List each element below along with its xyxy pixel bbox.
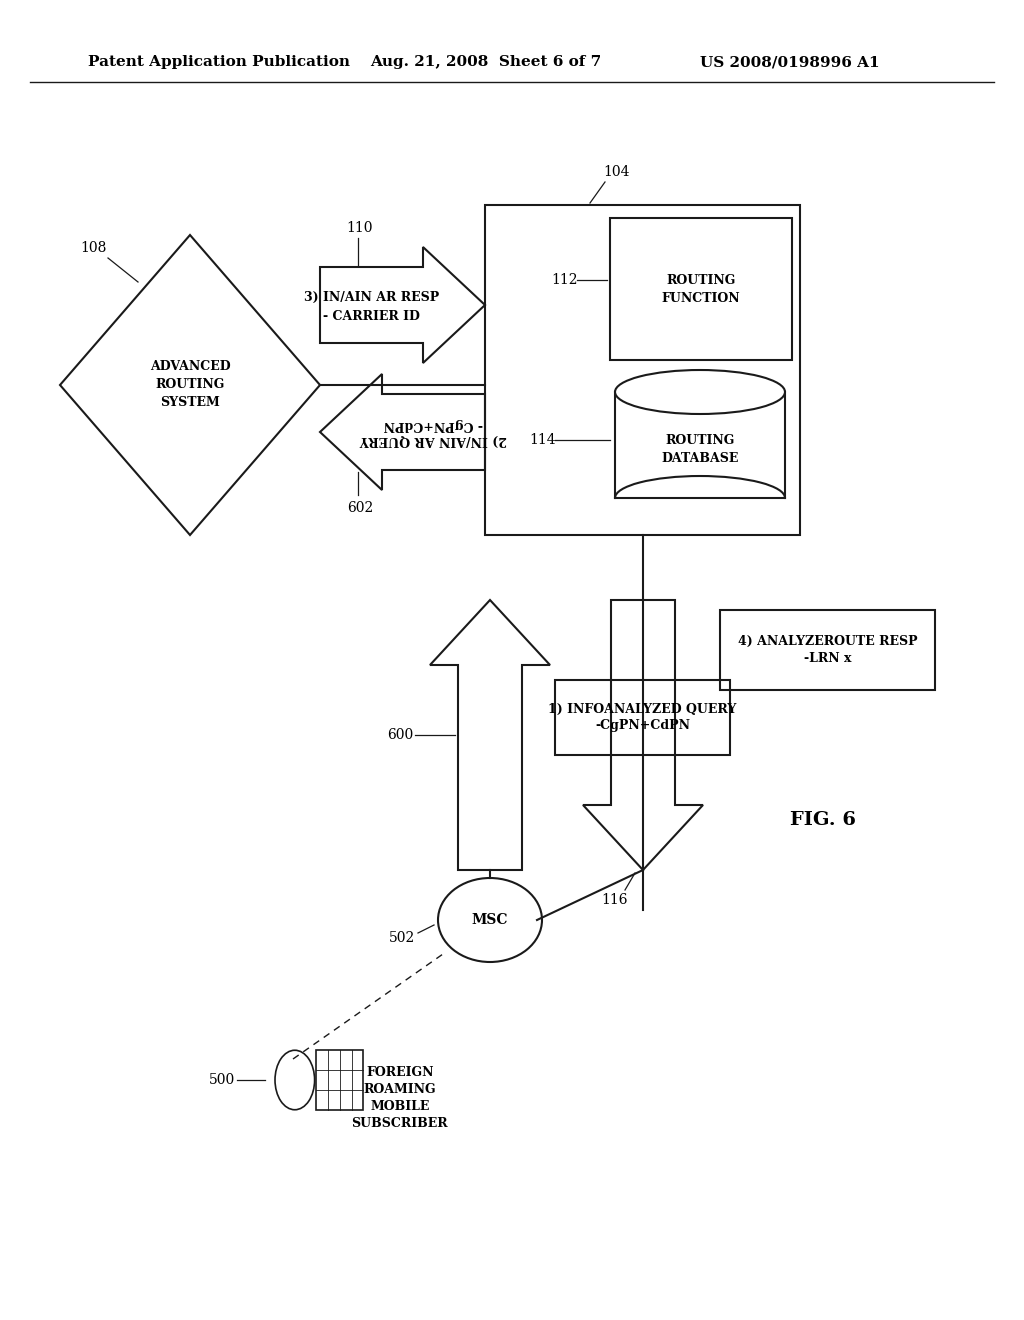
Text: ROUTING
FUNCTION: ROUTING FUNCTION: [662, 273, 740, 305]
Text: 2) IN/AIN AR QUERY
- CgPN+CdPN: 2) IN/AIN AR QUERY - CgPN+CdPN: [359, 418, 507, 446]
Text: Aug. 21, 2008  Sheet 6 of 7: Aug. 21, 2008 Sheet 6 of 7: [370, 55, 601, 69]
Text: US 2008/0198996 A1: US 2008/0198996 A1: [700, 55, 880, 69]
Text: 600: 600: [387, 729, 413, 742]
Text: 500: 500: [209, 1073, 236, 1086]
Text: 602: 602: [347, 502, 373, 515]
Text: 108: 108: [80, 242, 106, 255]
Text: ADVANCED
ROUTING
SYSTEM: ADVANCED ROUTING SYSTEM: [150, 360, 230, 409]
Text: 104: 104: [604, 165, 630, 180]
Text: ROUTING
DATABASE: ROUTING DATABASE: [662, 434, 738, 466]
Text: 112: 112: [552, 273, 579, 286]
Bar: [720, 610, 935, 690]
Text: FOREIGN
ROAMING
MOBILE
SUBSCRIBER: FOREIGN ROAMING MOBILE SUBSCRIBER: [351, 1067, 449, 1130]
Text: 4) ANALYZEROUTE RESP
-LRN x: 4) ANALYZEROUTE RESP -LRN x: [737, 635, 918, 665]
Bar: [316, 1051, 364, 1110]
Text: 116: 116: [602, 894, 629, 907]
Bar: [610, 218, 792, 360]
Text: - CARRIER ID: - CARRIER ID: [323, 310, 420, 323]
Text: FIG. 6: FIG. 6: [790, 810, 856, 829]
Text: 110: 110: [347, 220, 374, 235]
Text: 114: 114: [529, 433, 556, 447]
Text: 502: 502: [389, 931, 415, 945]
Bar: [555, 680, 730, 755]
Text: MSC: MSC: [472, 913, 508, 927]
Text: 3) IN/AIN AR RESP: 3) IN/AIN AR RESP: [304, 290, 439, 304]
Text: 1) INFOANALYZED QUERY
-CgPN+CdPN: 1) INFOANALYZED QUERY -CgPN+CdPN: [548, 702, 736, 733]
Text: Patent Application Publication: Patent Application Publication: [88, 55, 350, 69]
Bar: [485, 205, 800, 535]
